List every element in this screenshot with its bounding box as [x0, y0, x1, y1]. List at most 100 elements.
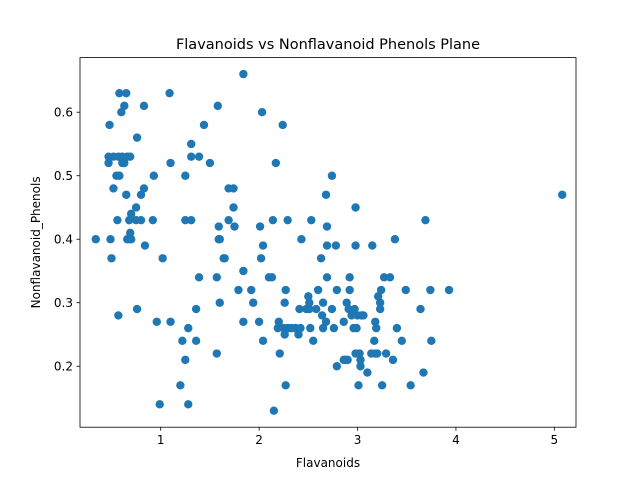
data-points	[91, 69, 567, 415]
data-point	[220, 254, 229, 263]
data-point	[107, 254, 116, 263]
plot-frame	[79, 57, 577, 428]
data-point	[247, 285, 256, 295]
data-point	[187, 152, 196, 161]
data-point	[275, 349, 284, 358]
data-point	[271, 158, 281, 168]
data-point	[140, 241, 150, 250]
data-point	[281, 381, 290, 390]
x-tick-label: 4	[452, 433, 460, 447]
data-point	[104, 158, 113, 168]
data-point	[305, 298, 314, 307]
x-tick-label: 2	[255, 433, 263, 447]
data-point	[187, 215, 196, 225]
data-point	[158, 254, 167, 263]
data-point	[224, 215, 233, 225]
data-point	[131, 203, 141, 212]
data-point	[311, 304, 321, 314]
data-point	[239, 317, 248, 326]
data-point	[181, 215, 190, 225]
y-tick-label: 0.2	[54, 359, 73, 373]
data-point	[281, 285, 290, 295]
x-axis-ticks: 1 2 3 4 5	[157, 427, 558, 447]
data-point	[256, 254, 266, 263]
data-point	[215, 235, 224, 244]
data-point	[122, 190, 131, 199]
data-point	[297, 235, 306, 244]
data-point	[152, 317, 161, 326]
data-point	[273, 323, 283, 333]
data-point	[268, 215, 278, 225]
data-point	[115, 88, 124, 98]
data-point	[444, 285, 454, 295]
data-point	[115, 171, 124, 180]
data-point	[558, 190, 567, 199]
y-tick-label: 0.4	[54, 232, 73, 246]
data-point	[363, 368, 372, 377]
data-point	[344, 304, 353, 314]
data-point	[316, 254, 326, 263]
data-point	[307, 215, 316, 225]
data-point	[166, 158, 175, 168]
data-point	[125, 228, 135, 238]
data-point	[343, 355, 352, 365]
data-point	[421, 215, 430, 225]
data-point	[239, 69, 248, 79]
data-point	[375, 298, 385, 307]
y-axis-label: Nonflavanoid_Phenols	[29, 176, 43, 308]
data-point	[370, 336, 379, 346]
data-point	[381, 349, 391, 358]
data-point	[239, 266, 248, 276]
data-point	[181, 355, 190, 365]
data-point	[229, 203, 238, 212]
data-point	[125, 152, 135, 161]
data-point	[397, 336, 407, 346]
data-point	[329, 323, 339, 333]
data-point	[356, 355, 365, 365]
data-point	[212, 349, 221, 358]
data-point	[355, 349, 364, 358]
data-point	[214, 222, 223, 231]
data-point	[317, 311, 327, 320]
data-point	[194, 152, 204, 161]
data-point	[254, 317, 264, 326]
data-point	[155, 400, 164, 409]
data-point	[294, 330, 303, 339]
data-point	[267, 273, 277, 282]
data-point	[91, 235, 100, 244]
data-point	[139, 184, 149, 193]
data-point	[136, 215, 146, 225]
data-point	[132, 133, 142, 142]
data-point	[230, 222, 239, 231]
data-point	[318, 323, 328, 333]
data-point	[122, 88, 131, 98]
data-point	[372, 323, 381, 333]
data-point	[377, 381, 387, 390]
data-point	[359, 311, 368, 320]
data-point	[255, 222, 265, 231]
data-point	[194, 273, 204, 282]
data-point	[234, 285, 243, 295]
data-point	[331, 241, 341, 250]
data-point	[295, 304, 304, 314]
y-tick-label: 0.3	[54, 296, 73, 310]
data-point	[356, 362, 365, 371]
data-point	[114, 311, 123, 320]
data-point	[345, 273, 354, 282]
data-point	[136, 190, 146, 199]
data-point	[178, 336, 187, 346]
data-point	[373, 349, 382, 358]
data-point	[427, 336, 436, 346]
data-point	[191, 304, 201, 314]
data-point	[339, 317, 348, 326]
data-point	[352, 323, 361, 333]
data-point	[306, 323, 315, 333]
x-axis-label: Flavanoids	[296, 456, 360, 470]
data-point	[249, 298, 258, 307]
data-point	[296, 323, 305, 333]
data-point	[149, 171, 159, 180]
chart-title: Flavanoids vs Nonflavanoid Phenols Plane	[176, 37, 480, 53]
data-point	[342, 298, 351, 307]
data-point	[205, 158, 215, 168]
